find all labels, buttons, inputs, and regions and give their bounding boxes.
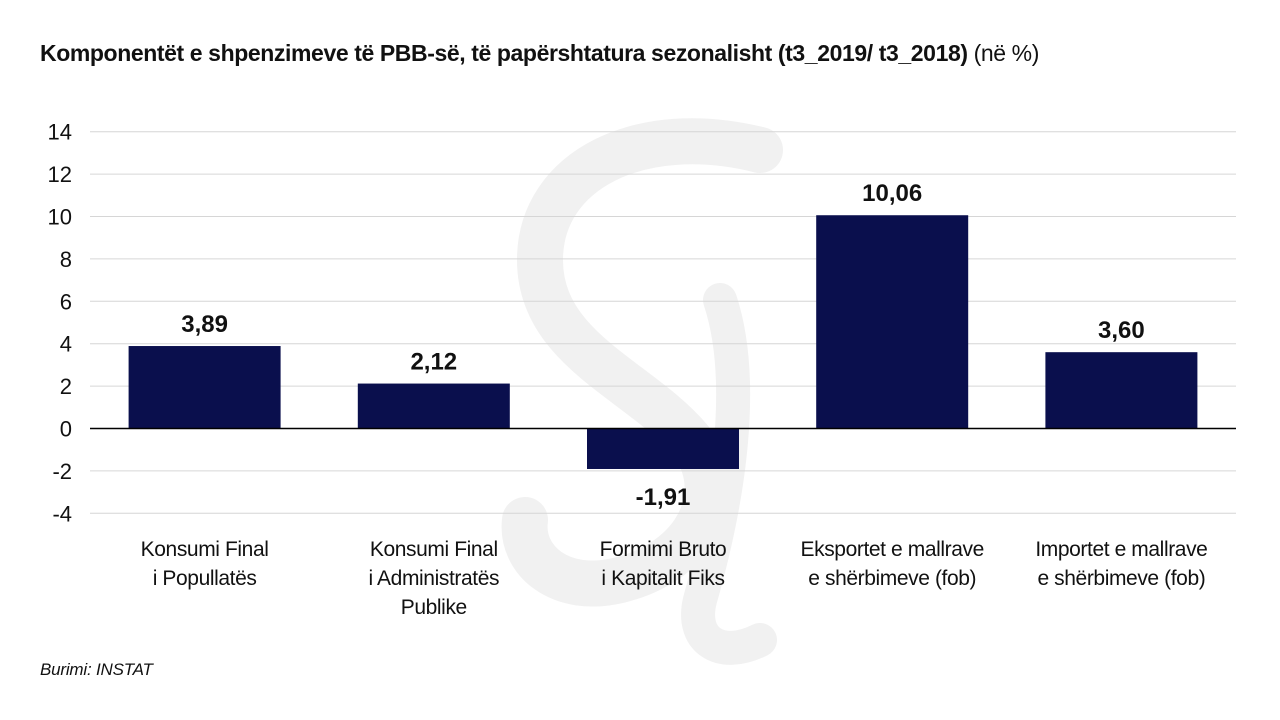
y-tick-label: 14 (48, 120, 72, 145)
x-tick-label-line: Formimi Bruto (600, 538, 727, 561)
data-label: 10,06 (862, 180, 922, 207)
x-tick-label-line: Publike (401, 596, 467, 619)
x-tick-label-line: Konsumi Final (370, 538, 498, 561)
watermark-logo (501, 118, 783, 665)
source-note: Burimi: INSTAT (40, 660, 153, 679)
y-tick-label: 12 (48, 162, 72, 187)
bar (1045, 352, 1198, 429)
data-labels: 3,89 2,12 -1,91 10,06 3,60 (181, 180, 1145, 511)
y-axis-ticks: 14 12 10 8 6 4 2 0 -2 -4 (48, 120, 72, 527)
bar (357, 383, 510, 429)
x-tick-label-line: e shërbimeve (fob) (1037, 567, 1205, 590)
x-tick-label: Konsumi Final i Popullatës (141, 538, 269, 590)
x-tick-label: Formimi Bruto i Kapitalit Fiks (600, 538, 727, 590)
data-label: 3,60 (1098, 317, 1145, 344)
x-tick-label-line: i Kapitalit Fiks (601, 567, 724, 590)
data-label: 3,89 (181, 311, 228, 338)
data-label: 2,12 (410, 349, 457, 376)
x-tick-label-line: e shërbimeve (fob) (808, 567, 976, 590)
x-tick-label: Importet e mallrave e shërbimeve (fob) (1035, 538, 1207, 590)
bar (128, 346, 281, 429)
x-tick-label-line: i Popullatës (153, 567, 257, 590)
bars (128, 215, 1198, 469)
y-tick-label: 0 (60, 417, 72, 442)
y-tick-label: -2 (52, 459, 72, 484)
chart-title-unit: (në %) (973, 40, 1040, 66)
bar (587, 428, 739, 469)
bar (816, 215, 969, 429)
y-tick-label: 10 (48, 205, 72, 230)
x-tick-label-line: i Administratës (369, 567, 500, 590)
chart-title: Komponentët e shpenzimeve të PBB-së, të … (40, 40, 1039, 67)
x-tick-label: Konsumi Final i Administratës Publike (369, 538, 500, 619)
chart-title-main: Komponentët e shpenzimeve të PBB-së, të … (40, 40, 968, 66)
data-label: -1,91 (636, 484, 691, 511)
y-tick-label: -4 (52, 501, 72, 526)
x-tick-label-line: Importet e mallrave (1035, 538, 1207, 561)
watermark-swirl (501, 118, 783, 607)
x-tick-label-line: Konsumi Final (141, 538, 269, 561)
y-tick-label: 4 (60, 332, 72, 357)
watermark-stem (681, 283, 777, 665)
x-tick-label-line: Eksportet e mallrave (800, 538, 983, 561)
grid-lines (90, 131, 1236, 514)
y-tick-label: 6 (60, 289, 72, 314)
x-tick-label: Eksportet e mallrave e shërbimeve (fob) (800, 538, 983, 590)
y-tick-label: 2 (60, 374, 72, 399)
x-axis-labels: Konsumi Final i Popullatës Konsumi Final i … (141, 538, 1208, 619)
y-tick-label: 8 (60, 247, 72, 272)
